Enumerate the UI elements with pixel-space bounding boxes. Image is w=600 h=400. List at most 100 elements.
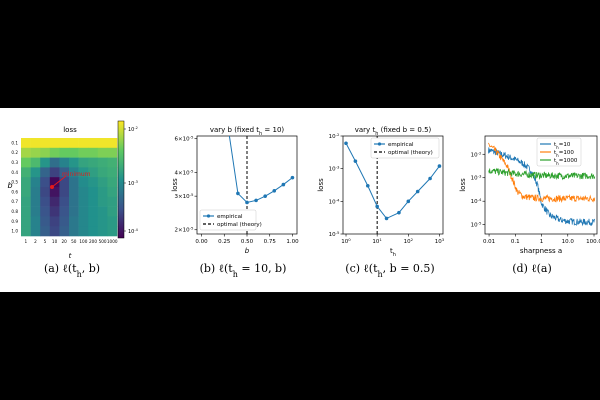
heatmap-cell (49, 187, 60, 198)
data-point (344, 141, 348, 146)
y-tick-label: 10-4 (329, 197, 340, 206)
legend-label: optimal (theory) (217, 222, 262, 228)
heatmap-cell (78, 196, 89, 207)
heatmap-cell (21, 226, 31, 237)
heatmap-x-tick: 5 (44, 239, 47, 244)
heatmap-cell (30, 177, 41, 188)
heatmap-cell (69, 147, 79, 158)
series-line (345, 143, 440, 220)
series-line (228, 136, 293, 204)
heatmap-cell (21, 216, 31, 227)
heatmap-cell (59, 157, 70, 168)
y-tick-label: 10-3 (471, 173, 482, 182)
heatmap-cell (30, 138, 41, 149)
heatmap-cell (97, 138, 108, 149)
colorbar (117, 120, 125, 239)
heatmap-cell (78, 138, 89, 149)
data-point (281, 182, 286, 187)
data-point (397, 210, 401, 215)
x-tick-label: 102 (404, 237, 414, 246)
legend-label: empirical (388, 142, 414, 148)
heatmap-cell (49, 206, 60, 217)
colorbar-tick-label: 10-4 (128, 228, 139, 235)
heatmap-cell (88, 157, 99, 168)
heatmap-cell (107, 226, 118, 237)
heatmap-cell (69, 138, 79, 149)
heatmap-y-tick: 0.9 (11, 219, 18, 224)
heatmap-cell (30, 226, 41, 237)
heatmap-cell (88, 187, 99, 198)
heatmap-cell (97, 206, 108, 217)
y-tick-label: 10-2 (471, 150, 482, 159)
heatmap-cell (88, 147, 99, 158)
heatmap-cell (59, 226, 70, 237)
figure-panel: loss 1 2 5 10 20 50 100 200 500 1000 0.1 0.2 0.3 0.4… (0, 108, 600, 292)
heatmap-cell (30, 196, 41, 207)
heatmap-cell (97, 216, 108, 227)
heatmap-cell (21, 167, 31, 178)
legend-label: th=1000 (554, 158, 578, 166)
heatmap-cell (69, 216, 79, 227)
heatmap-ylabel: b (7, 181, 12, 190)
data-point (415, 189, 420, 194)
heatmap-cell (88, 206, 99, 217)
heatmap-x-tick: 1000 (107, 239, 118, 244)
heatmap-cell (97, 157, 108, 168)
heatmap-x-tick: 100 (79, 239, 87, 244)
heatmap-cell (97, 167, 108, 178)
heatmap-cell (49, 138, 60, 149)
y-axis-label: loss (459, 178, 467, 192)
heatmap-cell (21, 157, 31, 168)
legend-marker (206, 214, 211, 218)
caption-c: (c) ℓ(th, b = 0.5) (345, 262, 434, 279)
heatmap-cell (59, 196, 70, 207)
x-tick-label: 1 (540, 239, 544, 245)
heatmap-cell (69, 157, 79, 168)
heatmap-cell (40, 196, 51, 207)
data-point (437, 164, 442, 168)
y-tick-label: 10-2 (329, 132, 340, 141)
x-tick-label: 1.00 (286, 239, 299, 245)
heatmap-cell (59, 167, 70, 178)
heatmap-cell (59, 177, 70, 188)
legend-marker (377, 142, 382, 146)
heatmap-x-tick: 20 (62, 239, 68, 244)
heatmap-cell (107, 206, 118, 217)
minimum-marker: minimum (50, 171, 91, 189)
heatmap-cell (97, 177, 108, 188)
heatmap-cell (107, 157, 118, 168)
heatmap-cell (78, 177, 89, 188)
heatmap-cell (49, 226, 60, 237)
heatmap-cell (30, 187, 41, 198)
heatmap-cell (78, 216, 89, 227)
x-axis-label: th (390, 247, 396, 258)
data-point (375, 204, 379, 209)
heatmap-cell (78, 226, 89, 237)
heatmap-cell (40, 167, 51, 178)
x-tick-label: 0.01 (483, 239, 495, 245)
heatmap-cell (88, 216, 99, 227)
series-line (488, 142, 596, 203)
heatmap-y-tick: 0.4 (11, 170, 18, 175)
legend-box (370, 137, 440, 159)
data-point (353, 159, 358, 163)
heatmap-y-tick: 0.7 (11, 199, 18, 204)
heatmap-y-tick: 0.8 (11, 209, 18, 214)
x-axis-label: sharpness a (520, 247, 562, 255)
heatmap-cell (69, 226, 79, 237)
heatmap-cell (78, 147, 89, 158)
heatmap-cell (69, 206, 79, 217)
x-tick-label: 100.0 (586, 239, 600, 245)
series-line (488, 147, 596, 227)
heatmap-cell (40, 177, 51, 188)
legend-box (536, 137, 582, 167)
heatmap-y-tick: 0.1 (11, 140, 18, 145)
heatmap-cell (30, 147, 41, 158)
data-point (290, 175, 295, 180)
heatmap-cell (78, 187, 89, 198)
heatmap-cell (59, 216, 70, 227)
plot-area (488, 142, 596, 227)
heatmap-x-tick: 50 (71, 239, 77, 244)
data-point (365, 183, 370, 188)
data-point (245, 200, 249, 205)
